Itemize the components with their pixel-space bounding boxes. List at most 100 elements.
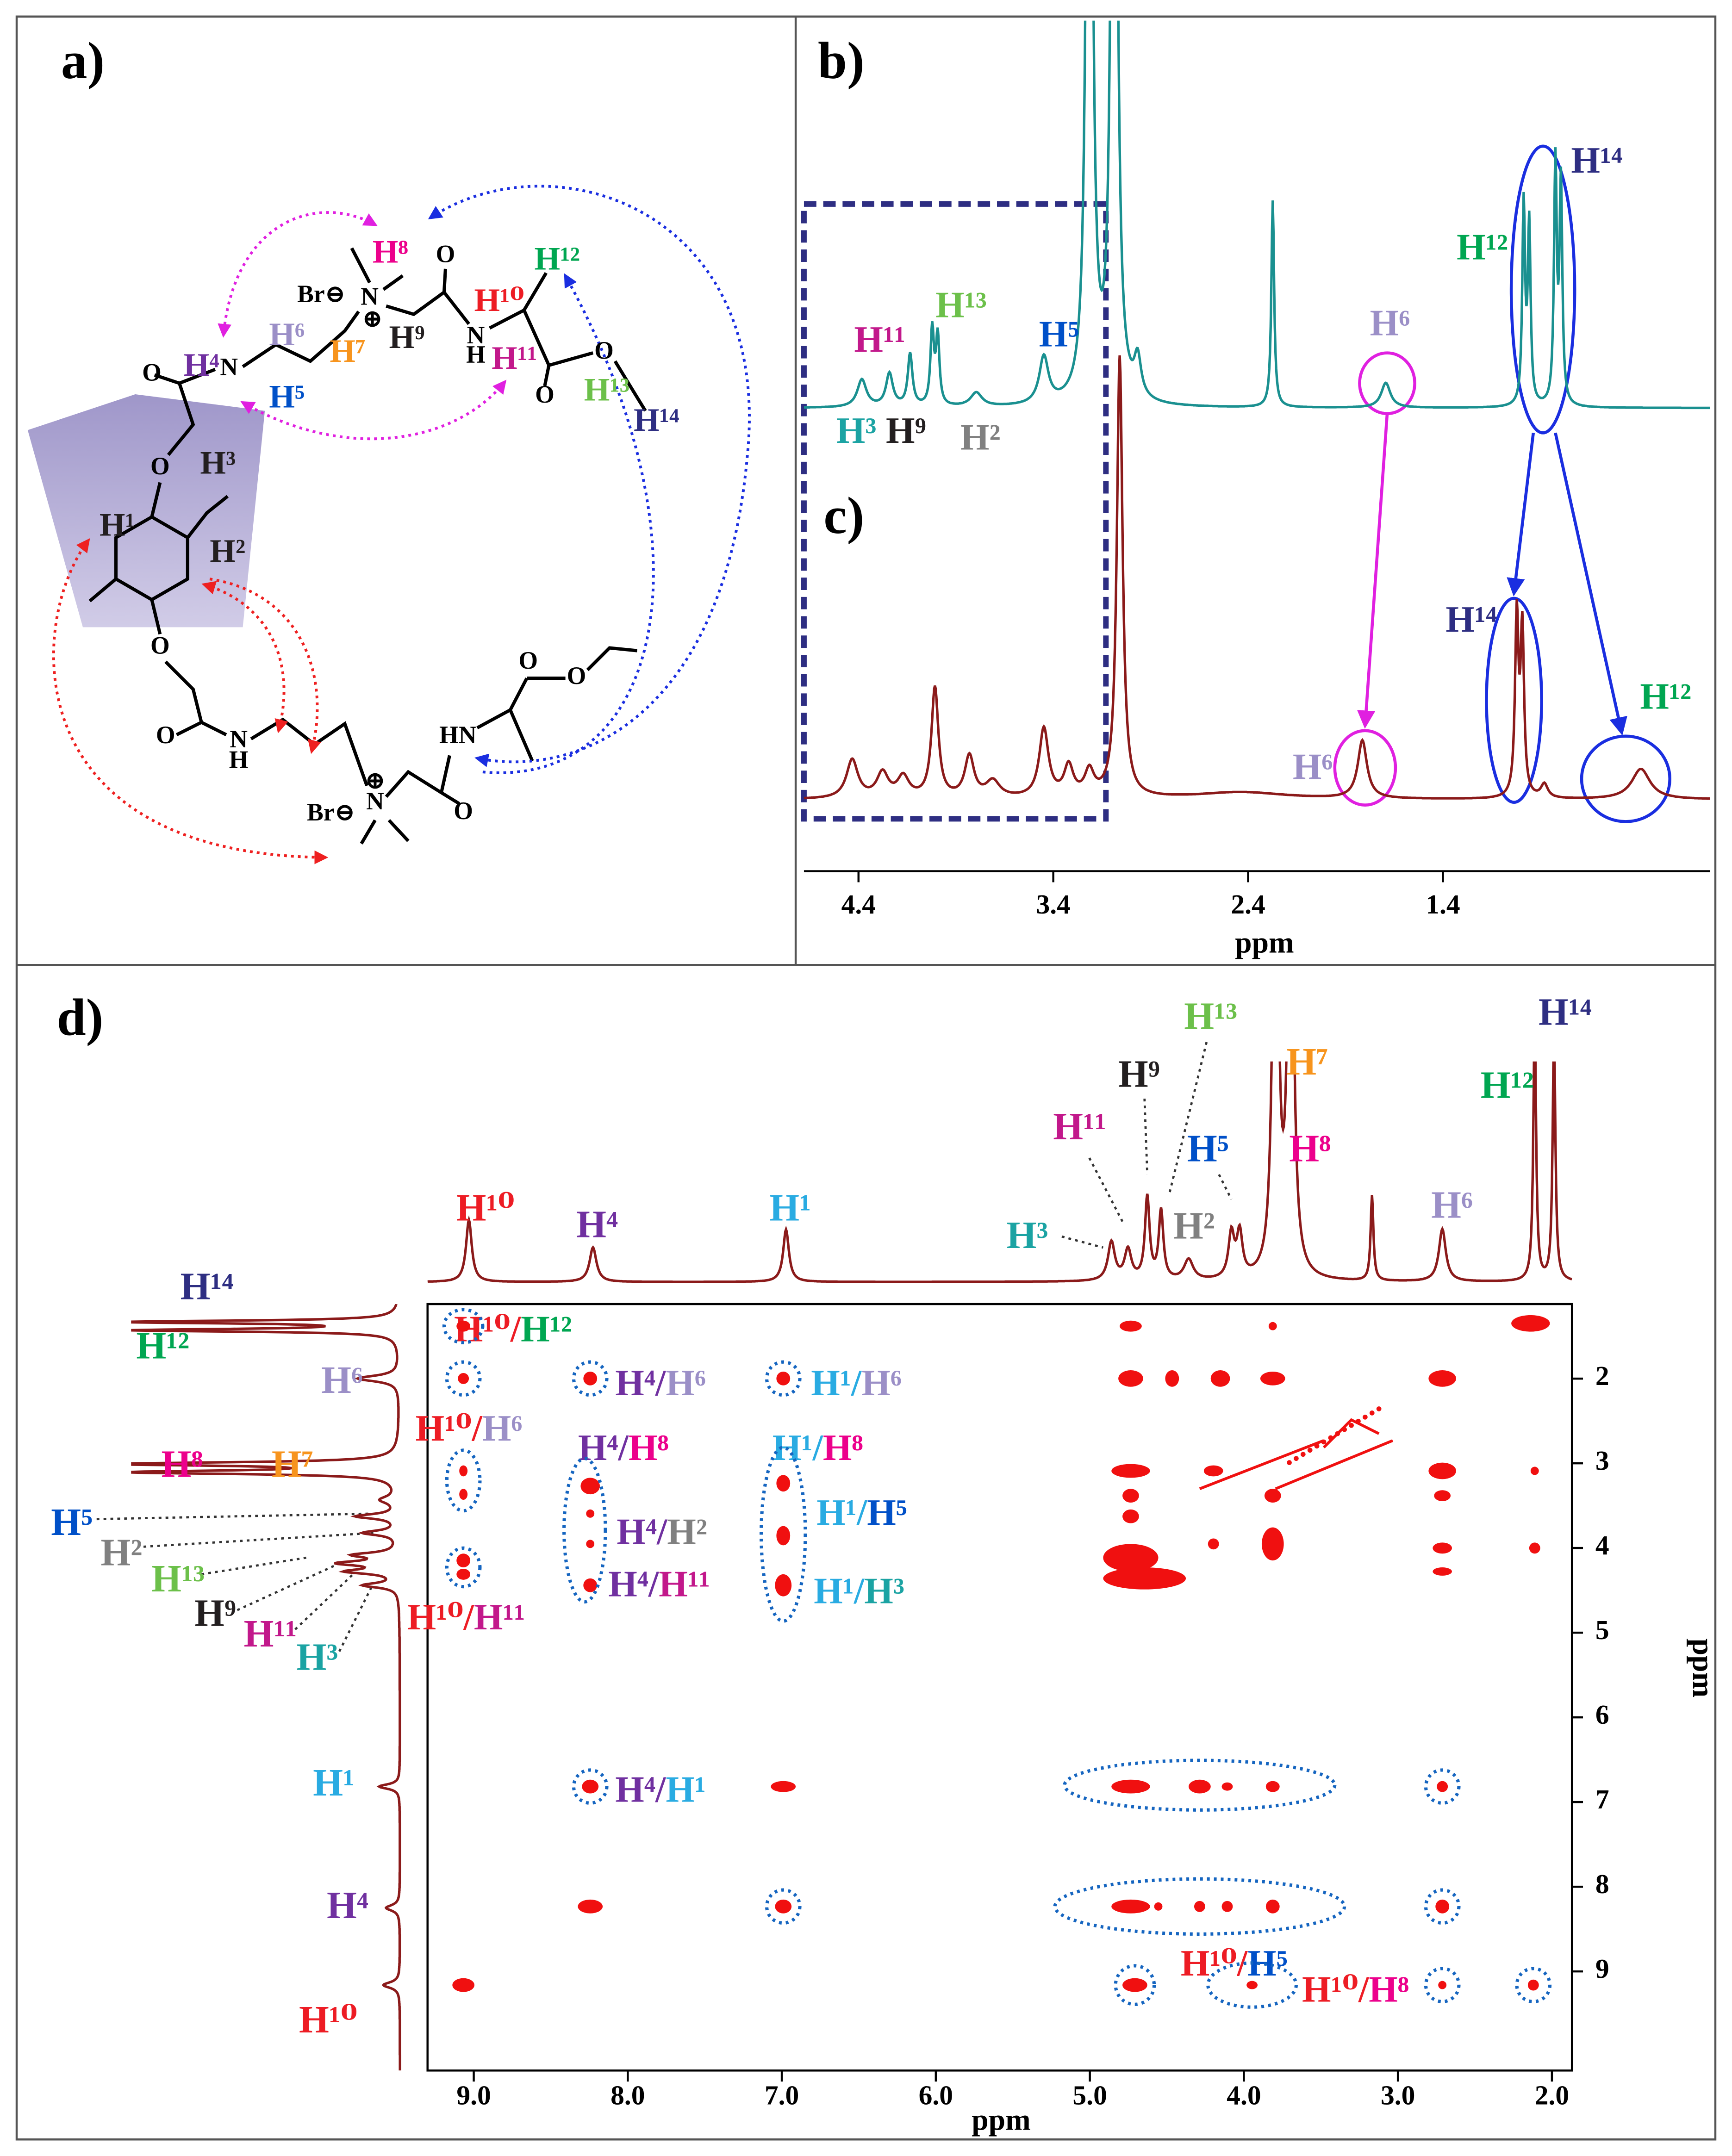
label-part: H⁸ — [629, 1427, 669, 1468]
label-part: H⁴ — [608, 1564, 648, 1605]
arrow — [218, 211, 378, 338]
proton-label: H⁵ — [51, 1501, 93, 1544]
x-tick-label: 8.0 — [611, 2080, 645, 2111]
cross-peak — [1165, 1370, 1179, 1387]
atom-label: H — [229, 746, 249, 774]
highlight — [445, 1360, 482, 1397]
cross-peak — [1268, 1322, 1277, 1330]
label-part: / — [472, 1408, 483, 1449]
cross-peak — [776, 1526, 791, 1546]
y-tick-label: 2 — [1595, 1361, 1609, 1391]
atom-label: O — [535, 380, 554, 408]
proton-label: H⁶ — [321, 1359, 363, 1402]
leader — [1143, 1099, 1149, 1175]
highlight — [572, 1360, 609, 1397]
proton-label: H⁴ — [576, 1203, 618, 1246]
label-part: H⁴ — [578, 1427, 618, 1468]
arrow — [1554, 432, 1627, 736]
bond — [154, 373, 195, 456]
cross-peak-label: H¹/H⁵ — [816, 1492, 907, 1533]
highlight — [445, 1448, 482, 1513]
proton-label: H⁶ — [269, 316, 305, 353]
label-part: H¹⁰ — [1181, 1943, 1237, 1984]
proton-label: H¹¹ — [854, 319, 905, 360]
highlight — [445, 1546, 482, 1589]
proton-label: H¹¹ — [1053, 1106, 1106, 1148]
y-axis-label: ppm — [1686, 1639, 1720, 1697]
noe-arrows — [52, 185, 751, 864]
proton-label: H⁵ — [1187, 1128, 1229, 1170]
x-tick-label: 7.0 — [765, 2080, 799, 2111]
highlight — [1424, 1888, 1461, 1925]
label-part: H¹¹ — [659, 1564, 710, 1605]
label-part: / — [854, 1571, 865, 1612]
proton-label: H¹³ — [151, 1558, 205, 1600]
cross-peak — [1221, 1901, 1233, 1912]
proton-label: H⁷ — [330, 333, 365, 369]
panel-label: b) — [818, 32, 865, 90]
x-tick-label: 3.4 — [1036, 889, 1070, 920]
label-part: H¹⁰ — [407, 1597, 464, 1638]
label-part: H¹⁰ — [416, 1408, 472, 1449]
cross-peak — [1428, 1462, 1456, 1479]
label-part: / — [648, 1564, 660, 1605]
cross-peak — [1154, 1902, 1163, 1911]
proton-label: H⁹ — [389, 319, 425, 355]
atom-label: O — [594, 336, 614, 364]
label-part: H³ — [864, 1571, 904, 1612]
bond — [548, 351, 594, 367]
highlight — [1206, 1961, 1298, 2009]
cross-peak — [1111, 1464, 1150, 1478]
cross-peak-label: H¹/H⁸ — [773, 1427, 863, 1468]
y-tick-label: 9 — [1595, 1953, 1609, 1984]
proton-label: H¹⁰ — [474, 282, 524, 318]
diagonal-peak — [1369, 1410, 1375, 1416]
proton-label: H⁸ — [162, 1443, 203, 1486]
atom-label: H — [466, 341, 486, 368]
ellipse — [1485, 596, 1543, 804]
proton-label: H¹ — [100, 506, 135, 543]
cross-peak — [1530, 1466, 1539, 1475]
atom-label: O — [436, 240, 455, 267]
proton-label: H¹³ — [1184, 995, 1237, 1038]
cross-peak — [580, 1478, 600, 1495]
ellipse — [1333, 729, 1397, 807]
cross-peak-label: H¹⁰/H⁶ — [416, 1408, 523, 1449]
cross-peak — [582, 1779, 599, 1794]
x-tick-label: 6.0 — [919, 2080, 953, 2111]
cross-peak — [1428, 1370, 1456, 1387]
label-part: H⁶ — [482, 1408, 523, 1449]
spectrum — [131, 1304, 401, 2071]
leader — [143, 1532, 375, 1548]
proton-label: H³ — [296, 1636, 338, 1679]
proton-label: H⁵ — [1039, 313, 1079, 354]
proton-label: H¹⁰ — [456, 1187, 515, 1230]
proton-label: H⁶ — [1293, 746, 1333, 788]
proton-label: H¹² — [1457, 227, 1508, 268]
ellipse — [1580, 734, 1671, 823]
atom-label: Br⊖ — [297, 280, 345, 308]
highlight — [1424, 1768, 1461, 1805]
atom-label: O — [567, 662, 586, 690]
cross-peak-label: H⁴/H⁸ — [578, 1427, 669, 1468]
bond — [382, 274, 404, 291]
bond — [179, 368, 216, 385]
atom-label: N — [366, 787, 384, 815]
label-part: H¹ — [814, 1571, 854, 1612]
cross-peak — [1210, 1370, 1230, 1387]
cross-peak — [1433, 1542, 1452, 1554]
cross-peak — [458, 1373, 469, 1384]
x-axis-label: ppm — [972, 2104, 1030, 2137]
label-part: / — [812, 1427, 824, 1468]
label-part: H⁸ — [823, 1427, 863, 1468]
atom-label: O — [454, 797, 473, 825]
highlight — [1515, 1967, 1552, 2003]
x-tick-label: 3.0 — [1381, 2080, 1415, 2111]
atom-label: N — [467, 321, 485, 349]
y-tick-label: 8 — [1595, 1869, 1609, 1899]
cross-peak — [1527, 1979, 1539, 1991]
leader — [96, 1512, 373, 1521]
x-tick-label: 4.0 — [1227, 2080, 1261, 2111]
